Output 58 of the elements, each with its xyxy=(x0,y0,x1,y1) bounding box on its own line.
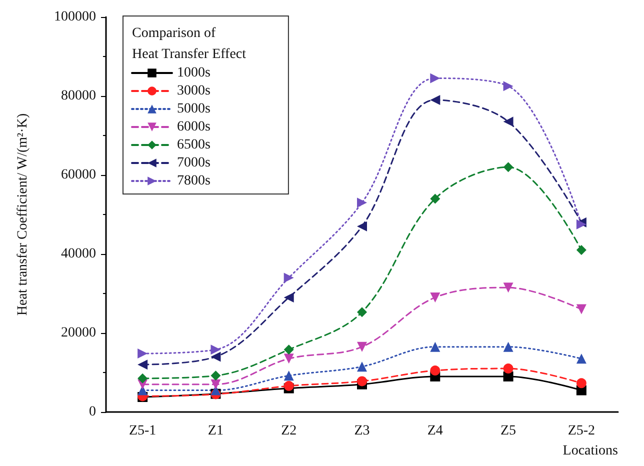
legend-label: 3000s xyxy=(177,84,210,98)
legend-label: 6000s xyxy=(177,120,210,134)
point xyxy=(503,162,514,172)
point xyxy=(284,370,294,381)
point xyxy=(576,354,586,364)
point xyxy=(576,245,586,256)
x-tick-label: Z5-2 xyxy=(568,424,596,438)
x-tick-label: Z4 xyxy=(427,424,443,438)
point xyxy=(503,282,514,293)
y-tick-label: 20000 xyxy=(61,326,96,340)
point xyxy=(503,81,514,92)
y-axis-title: Heat transfer Coefficient/ W/(m²·K) xyxy=(16,113,30,316)
legend-label: 7800s xyxy=(177,174,210,188)
point xyxy=(430,194,440,204)
point xyxy=(430,94,440,105)
point xyxy=(576,304,586,314)
point xyxy=(357,307,367,318)
point xyxy=(210,370,221,381)
point xyxy=(503,364,514,374)
point xyxy=(284,354,294,364)
point xyxy=(210,344,221,355)
point xyxy=(503,116,514,127)
point xyxy=(430,366,440,376)
legend-title: Comparison of Heat Transfer Effect xyxy=(132,26,246,62)
point xyxy=(357,342,367,352)
x-tick-label: Z5-1 xyxy=(128,424,156,438)
point xyxy=(357,376,367,386)
point xyxy=(576,378,586,388)
point xyxy=(284,272,294,283)
point xyxy=(357,198,367,208)
point xyxy=(357,221,367,232)
x-tick-label: Z2 xyxy=(281,424,297,438)
x-tick-label: Z1 xyxy=(208,424,224,438)
legend-label: 7000s xyxy=(177,156,210,170)
legend-label: 5000s xyxy=(177,102,210,116)
point xyxy=(210,379,221,390)
x-tick-label: Z5 xyxy=(500,424,516,438)
point xyxy=(138,373,148,384)
point xyxy=(503,342,514,352)
y-tick-label: 60000 xyxy=(61,168,96,182)
point xyxy=(430,292,440,302)
legend-label: 6500s xyxy=(177,138,210,152)
y-tick-label: 80000 xyxy=(61,88,96,104)
point xyxy=(284,344,294,355)
legend-label: 1000s xyxy=(177,66,210,80)
y-tick-label: 40000 xyxy=(61,246,96,262)
x-tick-label: Z3 xyxy=(354,424,370,438)
point xyxy=(284,380,294,391)
point xyxy=(430,73,440,84)
x-axis-title: Locations xyxy=(562,444,618,458)
y-tick-label: 100000 xyxy=(54,10,96,24)
point xyxy=(430,342,440,352)
y-tick-label: 0 xyxy=(89,404,96,420)
point xyxy=(138,348,148,359)
point xyxy=(284,292,294,302)
point xyxy=(210,352,221,362)
point xyxy=(138,360,148,370)
point xyxy=(357,362,367,372)
